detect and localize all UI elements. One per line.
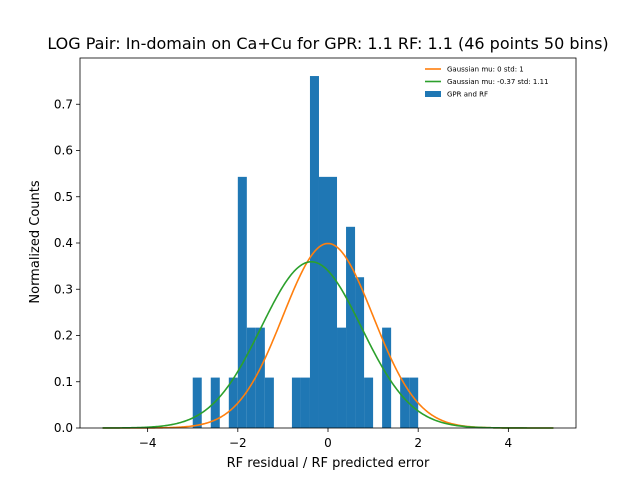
histogram-bar xyxy=(228,377,238,428)
histogram-bar xyxy=(318,176,328,428)
histogram-bar xyxy=(210,377,220,428)
x-tick-label: 4 xyxy=(505,436,513,450)
y-tick-label: 0.0 xyxy=(54,421,73,435)
y-axis-label: Normalized Counts xyxy=(28,180,43,303)
x-tick-label: −2 xyxy=(229,436,247,450)
histogram-bar xyxy=(192,377,202,428)
chart-title: LOG Pair: In-domain on Ca+Cu for GPR: 1.… xyxy=(47,34,608,53)
y-tick-label: 0.3 xyxy=(54,282,73,296)
histogram-bar xyxy=(337,327,347,428)
legend-patch-swatch xyxy=(425,91,441,97)
x-axis-label: RF residual / RF predicted error xyxy=(227,456,430,471)
histogram-bar xyxy=(382,327,392,428)
y-tick-label: 0.6 xyxy=(54,144,73,158)
histogram-bar xyxy=(264,377,274,428)
x-tick-label: 0 xyxy=(324,436,332,450)
y-tick-label: 0.4 xyxy=(54,236,73,250)
series-line-2 xyxy=(102,260,554,429)
legend: Gaussian mu: 0 std: 1 Gaussian mu: -0.37 … xyxy=(425,66,549,99)
histogram-bar xyxy=(346,226,356,428)
histogram-bar xyxy=(300,377,310,428)
plot-area: −4 −2 0 2 4 0.0 0.1 0.2 0.3 0.4 0.5 0.6 0.7 xyxy=(54,57,577,450)
histogram-bar xyxy=(291,377,301,428)
y-tick-label: 0.1 xyxy=(54,375,73,389)
legend-label: Gaussian mu: -0.37 std: 1.11 xyxy=(447,78,549,86)
y-tick-label: 0.2 xyxy=(54,329,73,343)
histogram-bar xyxy=(364,377,374,428)
histogram-bar xyxy=(355,277,365,428)
x-tick-label: 2 xyxy=(414,436,422,450)
histogram-bar xyxy=(246,327,256,428)
histogram-bar xyxy=(237,176,247,428)
histogram-bar xyxy=(409,377,419,428)
histogram-bar xyxy=(328,176,338,428)
histogram-bar xyxy=(400,377,410,428)
histogram-bar xyxy=(255,327,265,428)
y-tick-label: 0.5 xyxy=(54,190,73,204)
legend-label: Gaussian mu: 0 std: 1 xyxy=(447,66,524,74)
legend-label: GPR and RF xyxy=(447,91,488,99)
y-tick-label: 0.7 xyxy=(54,97,73,111)
x-tick-label: −4 xyxy=(139,436,157,450)
